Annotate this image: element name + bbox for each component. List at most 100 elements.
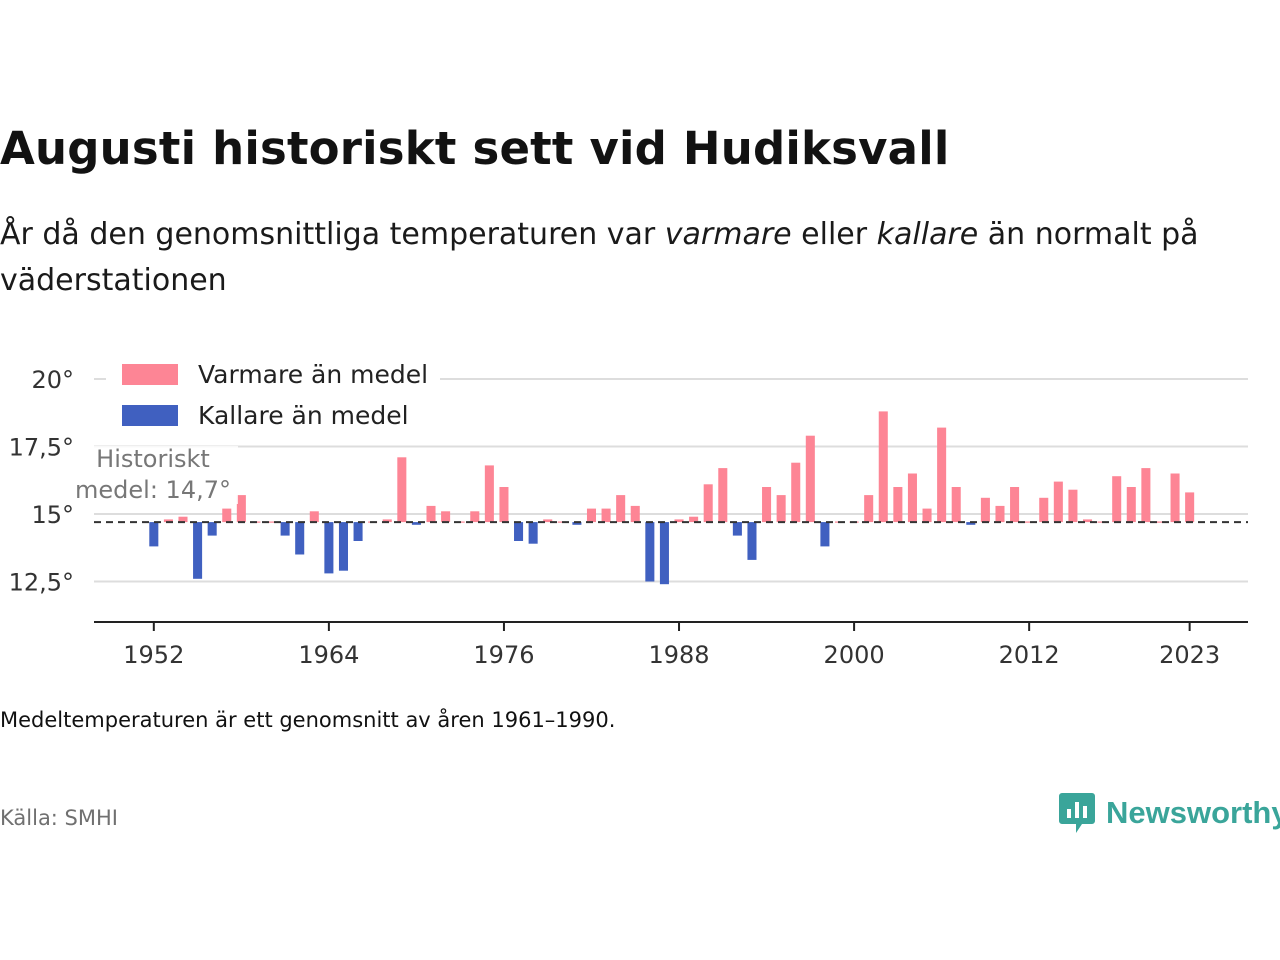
legend-label-cold: Kallare än medel — [198, 401, 409, 430]
bar-warm — [805, 435, 815, 523]
bar-cold — [295, 522, 305, 555]
bar-cold — [572, 522, 582, 525]
bar-warm — [236, 495, 246, 523]
bar-warm — [397, 457, 407, 523]
bar-warm — [718, 468, 728, 523]
bar-warm — [689, 516, 699, 523]
bar-warm — [1185, 492, 1195, 523]
bar-warm — [674, 519, 684, 523]
subtitle-text-2: eller — [791, 217, 877, 252]
bar-warm — [703, 484, 713, 523]
bar-warm — [907, 473, 917, 523]
x-axis-ticks: 1952 1964 1976 1988 2000 2012 2023 — [123, 622, 1220, 669]
bar-warm — [616, 495, 626, 523]
bar-warm — [1170, 473, 1180, 523]
bar-warm — [309, 511, 319, 523]
legend-swatch-warm — [122, 364, 178, 385]
x-tick-label: 1976 — [473, 641, 534, 669]
subtitle-text-1: År då den genomsnittliga temperaturen va… — [0, 217, 665, 252]
bar-warm — [1082, 519, 1093, 523]
bar-warm — [951, 487, 961, 523]
bar-warm — [1112, 476, 1122, 523]
bar-warm — [1155, 521, 1165, 523]
x-tick-label: 2012 — [999, 641, 1060, 669]
bar-cold — [528, 522, 538, 544]
bar-warm — [1024, 521, 1034, 523]
chart-title: Augusti historiskt sett vid Hudiksvall — [0, 122, 950, 175]
bar-cold — [207, 522, 217, 536]
bar-warm — [1053, 481, 1063, 523]
source-credit: Källa: SMHI — [0, 806, 118, 830]
bar-cold — [966, 522, 976, 525]
footnote: Medeltemperaturen är ett genomsnitt av å… — [0, 708, 616, 732]
baseline-label-line2: medel: 14,7° — [75, 476, 231, 504]
bar-warm — [762, 487, 772, 523]
x-tick-label: 1988 — [648, 641, 709, 669]
bar-warm — [980, 497, 990, 523]
bar-cold — [645, 522, 655, 582]
bar-cold — [280, 522, 290, 536]
bar-warm — [222, 508, 232, 523]
bars — [149, 411, 1195, 585]
bar-chart: 12,5° 15° 17,5° 20° Historiskt medel: 14,7°… — [9, 354, 1248, 669]
bar-warm — [878, 411, 888, 523]
baseline-label-bg — [88, 446, 238, 504]
bar-cold — [193, 522, 203, 579]
y-tick-label: 12,5° — [9, 569, 74, 597]
bar-warm — [543, 519, 553, 523]
x-tick-label: 2000 — [824, 641, 885, 669]
chat-bubble-chart-icon — [1059, 793, 1095, 833]
bar-warm — [995, 505, 1005, 523]
bar-warm — [791, 462, 801, 523]
y-tick-label: 17,5° — [9, 434, 74, 462]
chart-subtitle: År då den genomsnittliga temperaturen va… — [0, 212, 1240, 304]
legend-swatch-cold — [122, 405, 178, 426]
bar-cold — [353, 522, 363, 541]
baseline-label-line1: Historiskt — [96, 445, 210, 473]
bar-warm — [484, 465, 494, 523]
bar-warm — [1126, 487, 1136, 523]
bar-warm — [1039, 497, 1049, 523]
subtitle-cold-word: kallare — [876, 217, 979, 252]
subtitle-text-3: än normalt på väderstationen — [0, 217, 1199, 298]
bar-cold — [514, 522, 524, 541]
bar-warm — [630, 505, 640, 523]
bar-warm — [163, 519, 173, 523]
brand-name: Newsworthy — [1106, 795, 1280, 830]
y-axis-ticks: 12,5° 15° 17,5° 20° — [9, 366, 74, 597]
bar-cold — [659, 522, 669, 585]
bar-cold — [411, 522, 421, 525]
legend: Varmare än medel Kallare än medel — [106, 354, 440, 444]
baseline-label: Historiskt medel: 14,7° — [75, 445, 238, 504]
y-tick-label: 20° — [31, 366, 74, 394]
bar-warm — [776, 495, 786, 523]
bar-warm — [601, 508, 611, 523]
y-tick-label: 15° — [31, 501, 74, 529]
bar-cold — [338, 522, 348, 571]
subtitle-warm-word: varmare — [664, 217, 792, 252]
x-tick-label: 1952 — [123, 641, 184, 669]
x-tick-label: 2023 — [1159, 641, 1220, 669]
bar-warm — [266, 521, 276, 523]
bar-cold — [732, 522, 742, 536]
x-tick-label: 1964 — [298, 641, 359, 669]
bar-warm — [937, 427, 947, 523]
bar-warm — [382, 519, 392, 523]
bar-cold — [149, 522, 159, 547]
legend-label-warm: Varmare än medel — [198, 360, 428, 389]
bar-warm — [441, 511, 451, 523]
bar-warm — [1141, 468, 1151, 523]
bar-warm — [1068, 489, 1078, 523]
bar-warm — [922, 508, 932, 523]
bar-warm — [470, 511, 480, 523]
bar-warm — [178, 516, 188, 523]
bar-warm — [864, 495, 874, 523]
bar-warm — [586, 508, 597, 523]
bar-cold — [820, 522, 830, 547]
newsworthy-logo: Newsworthy — [1058, 790, 1280, 836]
bar-warm — [426, 505, 436, 523]
bar-warm — [499, 487, 509, 523]
bar-cold — [747, 522, 757, 560]
bar-cold — [324, 522, 334, 574]
bar-warm — [1010, 487, 1020, 523]
